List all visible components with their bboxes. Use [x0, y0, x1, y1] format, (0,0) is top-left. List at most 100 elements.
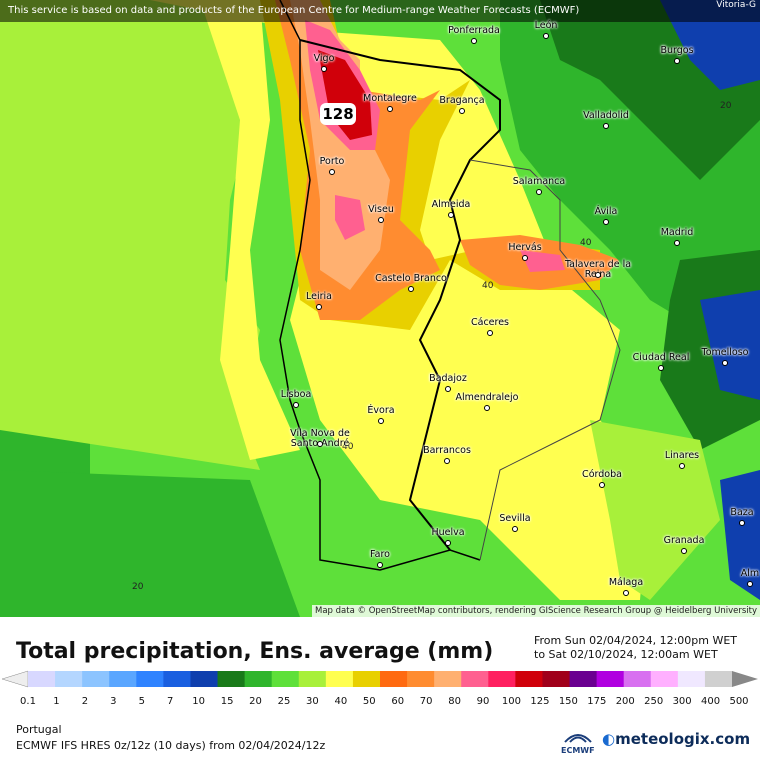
city-label: Cáceres: [470, 317, 510, 328]
city-marker: [459, 108, 465, 114]
city-marker: [448, 212, 454, 218]
city-label: Montalegre: [363, 93, 417, 104]
city-marker: [603, 219, 609, 225]
city-label: Porto: [319, 156, 345, 167]
city-label: Burgos: [660, 45, 694, 56]
colorbar-tick-label: 175: [587, 696, 607, 707]
city-marker: [387, 106, 393, 112]
brand-text: meteologix.com: [615, 730, 751, 748]
city-label: Linares: [664, 450, 700, 461]
city-label: León: [534, 20, 558, 31]
city-label: Alm: [740, 568, 760, 579]
colorbar-cell: [407, 671, 435, 687]
colorbar-cell: [623, 671, 652, 687]
colorbar-tick-label: 40: [334, 696, 348, 707]
colorbar-cell: [569, 671, 598, 687]
period-to: to Sat 02/10/2024, 12:00am WET: [534, 648, 718, 661]
colorbar-cell: [461, 671, 489, 687]
city-marker: [378, 217, 384, 223]
legend-title: Total precipitation, Ens. average (mm): [16, 639, 494, 664]
model-info: ECMWF IFS HRES 0z/12z (10 days) from 02/…: [16, 739, 326, 752]
colorbar-ticks: 0.1 1 2 3 5 7 10 15 20 25 30 40 50 60 70 80 90 100 125 150 1…: [10, 696, 750, 710]
colorbar-tick-label: 2: [81, 696, 89, 707]
city-marker: [484, 405, 490, 411]
colorbar-cell: [650, 671, 679, 687]
contour-label: 40: [580, 238, 592, 248]
city-label: Tomelloso: [701, 347, 749, 358]
period-from: From Sun 02/04/2024, 12:00pm WET: [534, 634, 738, 647]
colorbar-cell: [244, 671, 273, 687]
city-label: Almeida: [431, 199, 471, 210]
city-marker: [658, 365, 664, 371]
city-label: Ponferrada: [448, 25, 500, 36]
city-label: Vigo: [313, 53, 335, 64]
colorbar-tick-label: 25: [277, 696, 291, 707]
city-label: Almendralejo: [455, 392, 519, 403]
precipitation-map[interactable]: This service is based on data and produc…: [0, 0, 760, 617]
city-label: Leiria: [306, 291, 332, 302]
city-marker: [543, 33, 549, 39]
colorbar-tick-label: 0.1: [20, 696, 36, 707]
meteologix-brand[interactable]: ◐meteologix.com: [602, 730, 750, 748]
colorbar-cell: [55, 671, 83, 687]
city-label: Granada: [663, 535, 705, 546]
city-label: Barrancos: [423, 445, 471, 456]
colorbar-tick-label: 5: [138, 696, 145, 707]
colorbar-tick-label: 30: [306, 696, 319, 707]
city-marker: [445, 540, 451, 546]
city-label: Ciudad Real: [632, 352, 690, 363]
city-marker: [599, 482, 605, 488]
colorbar-cell: [82, 671, 110, 687]
city-marker: [471, 38, 477, 44]
colorbar-cell: [542, 671, 571, 687]
city-marker: [739, 520, 745, 526]
colorbar-cell: [704, 671, 733, 687]
colorbar-tick-label: 70: [419, 696, 433, 707]
city-label: Baza: [730, 507, 754, 518]
city-label: Bragança: [439, 95, 485, 106]
city-marker: [445, 386, 451, 392]
city-marker: [674, 58, 680, 64]
colorbar-tick-label: 10: [192, 696, 205, 707]
colorbar-tick-label: 15: [220, 696, 234, 707]
colorbar-cell: [677, 671, 706, 687]
city-marker: [512, 526, 518, 532]
colorbar-cell: [271, 671, 300, 687]
colorbar-tick-label: 250: [644, 696, 664, 707]
city-marker: [679, 463, 685, 469]
colorbar-cell: [596, 671, 625, 687]
city-label: Sevilla: [499, 513, 531, 524]
city-label: Faro: [370, 549, 390, 560]
legend-panel: Total precipitation, Ens. average (mm) F…: [0, 617, 760, 760]
city-marker: [522, 255, 528, 261]
contour-label: 20: [720, 101, 732, 111]
city-marker: [603, 123, 609, 129]
ecmwf-logo: ECMWF: [561, 730, 595, 755]
city-label: Évora: [367, 405, 395, 416]
city-marker: [681, 548, 687, 554]
city-marker: [316, 304, 322, 310]
colorbar-tick-label: 50: [362, 696, 376, 707]
city-marker: [674, 240, 680, 246]
city-label: Huelva: [431, 527, 465, 538]
colorbar-cell: [325, 671, 354, 687]
city-marker: [321, 66, 327, 72]
colorbar-cell: [190, 671, 219, 687]
colorbar-tick-label: 20: [249, 696, 262, 707]
colorbar-cell: [298, 671, 327, 687]
city-label: Málaga: [608, 577, 644, 588]
city-marker: [329, 169, 335, 175]
region-label: Portugal: [16, 723, 62, 736]
forecast-period: From Sun 02/04/2024, 12:00pm WET to Sat …: [534, 634, 737, 662]
city-label: Lisboa: [280, 389, 312, 400]
city-label: Viseu: [368, 204, 394, 215]
contour-label: 40: [482, 281, 494, 291]
city-marker: [487, 330, 493, 336]
city-label: Badajoz: [429, 373, 467, 384]
city-label: Castelo Branco: [375, 273, 447, 284]
colorbar-right-arrow: [732, 671, 758, 687]
ecmwf-logo-text: ECMWF: [561, 746, 595, 755]
colorbar-tick-label: 500: [729, 696, 749, 707]
city-label: Hervás: [508, 242, 542, 253]
colorbar-cell: [488, 671, 516, 687]
